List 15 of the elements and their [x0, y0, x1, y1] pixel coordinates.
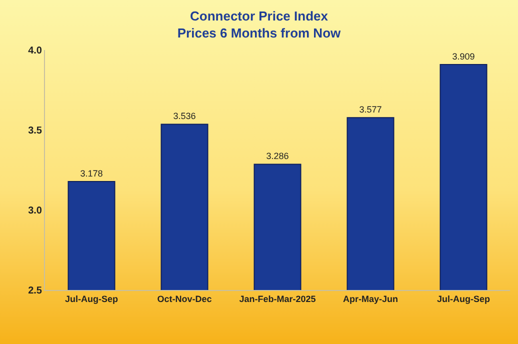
x-tick-label: Apr-May-Jun — [342, 294, 398, 304]
data-label: 3.909 — [452, 52, 475, 62]
data-label: 3.178 — [80, 168, 103, 179]
data-label: 3.577 — [359, 104, 382, 115]
y-tick-label: 4.0 — [28, 46, 42, 56]
x-tick-label: Oct-Nov-Dec — [157, 294, 212, 304]
data-label: 3.286 — [266, 151, 289, 162]
x-tick-label: Jul-Aug-Sep — [437, 294, 490, 304]
y-tick-label: 2.5 — [28, 286, 42, 296]
data-label: 3.536 — [173, 111, 196, 122]
chart-title: Connector Price Index Prices 6 Months from Now — [177, 8, 342, 41]
y-tick-label: 3.0 — [28, 206, 42, 216]
x-tick-label: Jul-Aug-Sep — [65, 294, 118, 304]
x-tick-label: Jan-Feb-Mar-2025 — [239, 294, 316, 304]
y-tick-label: 3.5 — [28, 126, 42, 136]
